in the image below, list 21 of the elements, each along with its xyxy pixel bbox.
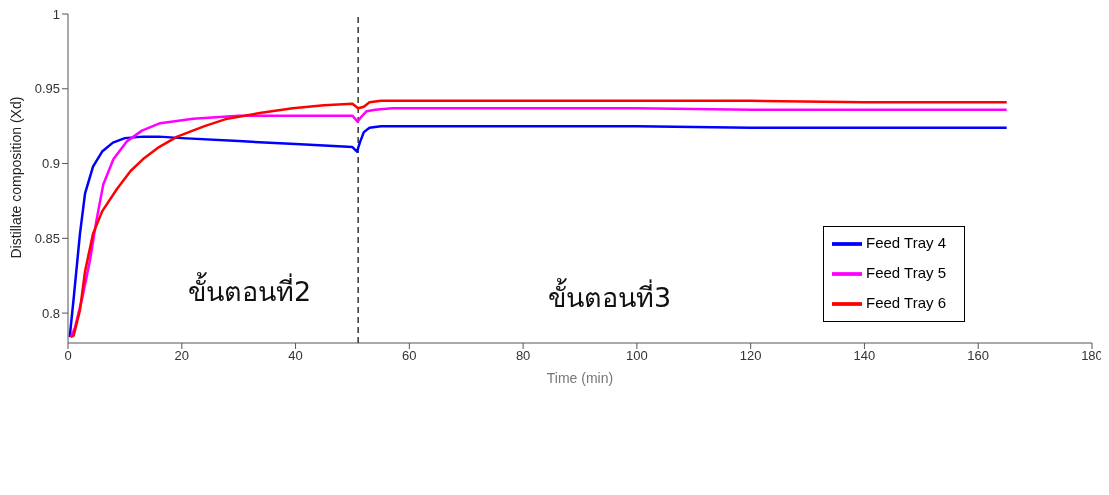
- y-tick-label: 0.9: [41, 156, 60, 172]
- x-tick-label: 40: [288, 348, 303, 364]
- x-tick-label: 160: [967, 348, 990, 364]
- legend-label: Feed Tray 6: [866, 293, 947, 311]
- x-tick-label: 120: [739, 348, 762, 364]
- x-tick-label: 80: [515, 348, 531, 364]
- x-tick-label: 20: [174, 348, 190, 364]
- x-axis-title: Time (min): [546, 370, 614, 386]
- x-tick-label: 140: [853, 348, 876, 364]
- y-tick-label: 0.95: [34, 81, 60, 97]
- legend-label: Feed Tray 5: [866, 263, 947, 281]
- x-tick-label: 100: [626, 348, 648, 364]
- x-tick-label: 60: [402, 348, 417, 364]
- y-tick-label: 0.8: [41, 305, 60, 321]
- y-tick-label: 1: [52, 6, 60, 22]
- annotation: ขั้นตอนที่2: [188, 271, 312, 309]
- x-tick-label: 0: [64, 348, 72, 364]
- annotation: ขั้นตอนที่3: [548, 277, 672, 315]
- y-axis-title: Distillate composition (Xd): [7, 96, 24, 259]
- y-tick-label: 0.85: [34, 230, 60, 246]
- legend-label: Feed Tray 4: [866, 233, 947, 251]
